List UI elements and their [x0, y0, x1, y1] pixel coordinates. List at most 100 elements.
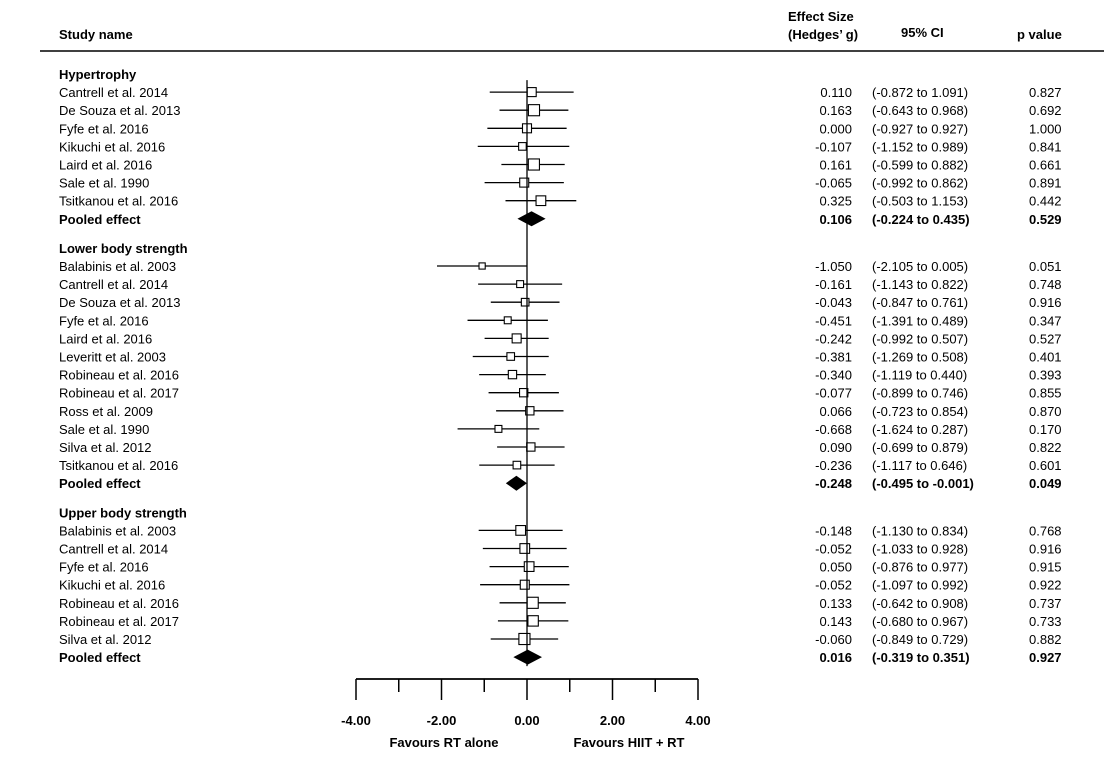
favours-right-label: Favours HIIT + RT: [574, 735, 685, 750]
study-name: Silva et al. 2012: [59, 440, 152, 455]
p-value: 0.170: [1029, 422, 1062, 437]
effect-size-value: 0.090: [819, 440, 852, 455]
pooled-ci: (-0.495 to -0.001): [872, 476, 974, 491]
ci-value: (-1.624 to 0.287): [872, 422, 968, 437]
p-value: 0.915: [1029, 560, 1062, 575]
effect-size-value: -0.077: [815, 386, 852, 401]
ci-value: (-0.642 to 0.908): [872, 596, 968, 611]
x-tick-label: 2.00: [600, 713, 625, 728]
study-name: Balabinis et al. 2003: [59, 523, 176, 538]
effect-marker: [519, 543, 531, 554]
effect-marker: [518, 632, 531, 646]
p-value: 0.347: [1029, 313, 1062, 328]
effect-size-value: -0.668: [815, 422, 852, 437]
ci-value: (-0.876 to 0.977): [872, 560, 968, 575]
effect-size-value: 0.000: [819, 121, 852, 136]
study-name: Sale et al. 1990: [59, 176, 149, 191]
study-name: Robineau et al. 2016: [59, 596, 179, 611]
header-study-name: Study name: [59, 27, 133, 42]
p-value: 0.527: [1029, 331, 1062, 346]
study-name: Laird et al. 2016: [59, 331, 152, 346]
effect-size-value: -0.161: [815, 277, 852, 292]
ci-value: (-0.503 to 1.153): [872, 194, 968, 209]
p-value: 0.733: [1029, 614, 1062, 629]
effect-marker: [478, 262, 486, 270]
effect-marker: [535, 195, 547, 207]
effect-marker: [520, 297, 530, 307]
ci-value: (-1.269 to 0.508): [872, 350, 968, 365]
p-value: 0.922: [1029, 578, 1062, 593]
pooled-label: Pooled effect: [59, 650, 141, 665]
pooled-ci: (-0.224 to 0.435): [872, 212, 970, 227]
group-heading: Lower body strength: [59, 241, 188, 256]
effect-marker: [526, 596, 539, 609]
effect-size-value: -1.050: [815, 259, 852, 274]
study-name: Kikuchi et al. 2016: [59, 139, 165, 154]
study-name: Fyfe et al. 2016: [59, 313, 149, 328]
ci-value: (-0.927 to 0.927): [872, 121, 968, 136]
p-value: 0.748: [1029, 277, 1062, 292]
favours-left-label: Favours RT alone: [389, 735, 498, 750]
study-name: Silva et al. 2012: [59, 632, 152, 647]
header-hedges-g: (Hedges’ g): [788, 27, 858, 42]
effect-size-value: 0.133: [819, 596, 852, 611]
effect-marker: [519, 177, 530, 188]
effect-marker: [511, 333, 522, 344]
ci-value: (-0.899 to 0.746): [872, 386, 968, 401]
effect-marker: [519, 579, 530, 590]
ci-value: (-1.152 to 0.989): [872, 139, 968, 154]
pooled-p-value: 0.927: [1029, 650, 1062, 665]
p-value: 0.768: [1029, 523, 1062, 538]
x-tick-label: 0.00: [514, 713, 539, 728]
ci-value: (-1.130 to 0.834): [872, 523, 968, 538]
effect-marker: [519, 387, 529, 398]
study-name: Robineau et al. 2017: [59, 386, 179, 401]
p-value: 0.442: [1029, 194, 1062, 209]
effect-size-value: 0.143: [819, 614, 852, 629]
p-value: 0.916: [1029, 542, 1062, 557]
study-name: Ross et al. 2009: [59, 404, 153, 419]
effect-size-value: -0.381: [815, 350, 852, 365]
effect-marker: [516, 280, 525, 289]
p-value: 0.882: [1029, 632, 1062, 647]
effect-marker: [507, 369, 518, 380]
p-value: 0.841: [1029, 139, 1062, 154]
p-value: 0.051: [1029, 259, 1062, 274]
group-heading: Upper body strength: [59, 505, 187, 520]
effect-marker: [503, 316, 512, 325]
ci-value: (-1.033 to 0.928): [872, 542, 968, 557]
effect-size-value: 0.066: [819, 404, 852, 419]
effect-marker: [526, 87, 537, 98]
p-value: 1.000: [1029, 121, 1062, 136]
ci-value: (-0.643 to 0.968): [872, 103, 968, 118]
effect-size-value: 0.163: [819, 103, 852, 118]
effect-size-value: 0.050: [819, 560, 852, 575]
study-name: Cantrell et al. 2014: [59, 85, 168, 100]
effect-marker: [518, 142, 527, 151]
effect-size-value: 0.325: [819, 194, 852, 209]
effect-size-value: 0.110: [820, 85, 852, 100]
effect-size-value: -0.340: [815, 368, 852, 383]
effect-marker: [525, 406, 535, 416]
pooled-label: Pooled effect: [59, 476, 141, 491]
study-name: Fyfe et al. 2016: [59, 560, 149, 575]
pooled-effect-size: -0.248: [815, 476, 852, 491]
ci-value: (-1.143 to 0.822): [872, 277, 968, 292]
effect-size-value: -0.242: [815, 331, 852, 346]
p-value: 0.692: [1029, 103, 1062, 118]
ci-value: (-0.699 to 0.879): [872, 440, 968, 455]
pooled-p-value: 0.049: [1029, 476, 1062, 491]
p-value: 0.822: [1029, 440, 1062, 455]
study-name: Tsitkanou et al. 2016: [59, 458, 178, 473]
study-name: Robineau et al. 2016: [59, 368, 179, 383]
ci-value: (-0.992 to 0.507): [872, 331, 968, 346]
p-value: 0.855: [1029, 386, 1062, 401]
study-name: De Souza et al. 2013: [59, 295, 180, 310]
p-value: 0.870: [1029, 404, 1062, 419]
effect-marker: [512, 460, 522, 470]
pooled-effect-size: 0.106: [819, 212, 852, 227]
study-name: Balabinis et al. 2003: [59, 259, 176, 274]
study-name: Robineau et al. 2017: [59, 614, 179, 629]
x-tick-label: -4.00: [341, 713, 371, 728]
